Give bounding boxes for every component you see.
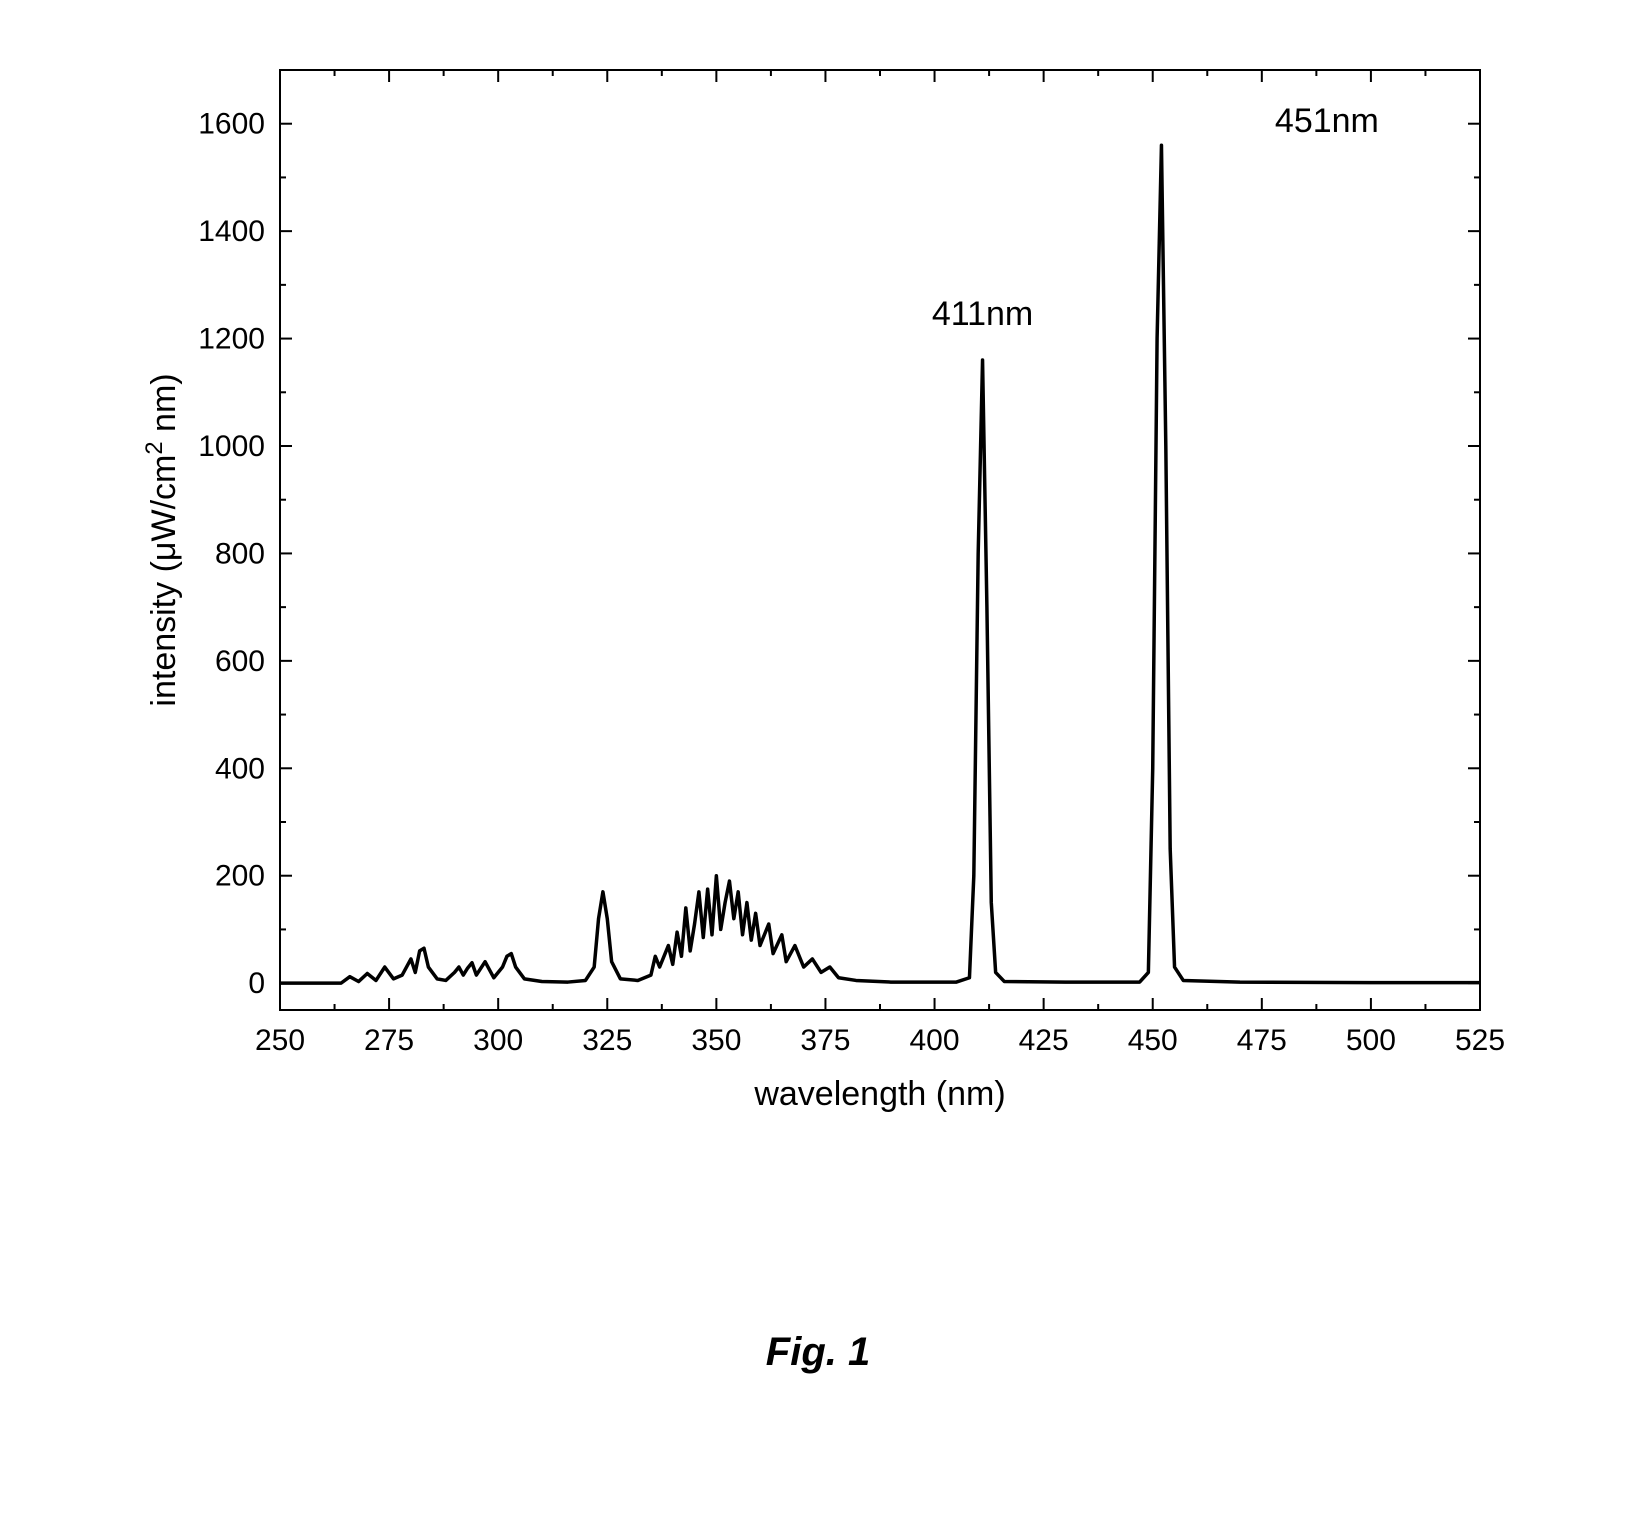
svg-text:500: 500 <box>1346 1024 1396 1057</box>
figure-caption: Fig. 1 <box>0 1330 1636 1375</box>
svg-text:wavelength (nm): wavelength (nm) <box>753 1075 1005 1113</box>
svg-text:525: 525 <box>1455 1024 1505 1057</box>
svg-text:411nm: 411nm <box>932 295 1033 333</box>
svg-text:1600: 1600 <box>198 108 265 141</box>
svg-text:451nm: 451nm <box>1275 102 1379 140</box>
svg-text:600: 600 <box>215 645 265 678</box>
svg-text:1200: 1200 <box>198 323 265 356</box>
svg-text:250: 250 <box>255 1024 305 1057</box>
svg-text:450: 450 <box>1128 1024 1178 1057</box>
svg-text:425: 425 <box>1019 1024 1069 1057</box>
svg-text:intensity (μW/cm2 nm): intensity (μW/cm2 nm) <box>141 373 184 706</box>
svg-text:400: 400 <box>215 752 265 785</box>
svg-text:200: 200 <box>215 860 265 893</box>
svg-text:0: 0 <box>248 967 265 1000</box>
svg-text:400: 400 <box>910 1024 960 1057</box>
svg-text:300: 300 <box>473 1024 523 1057</box>
svg-text:1400: 1400 <box>198 215 265 248</box>
svg-text:325: 325 <box>582 1024 632 1057</box>
svg-text:275: 275 <box>364 1024 414 1057</box>
svg-text:475: 475 <box>1237 1024 1287 1057</box>
spectrum-chart: 250 275 300 325 350 375 400 425 450 475 500 525 0 200… <box>130 40 1510 1140</box>
svg-text:375: 375 <box>800 1024 850 1057</box>
svg-text:350: 350 <box>691 1024 741 1057</box>
svg-text:800: 800 <box>215 537 265 570</box>
page: 250 275 300 325 350 375 400 425 450 475 500 525 0 200… <box>0 0 1636 1521</box>
svg-text:1000: 1000 <box>198 430 265 463</box>
chart-svg: 250 275 300 325 350 375 400 425 450 475 500 525 0 200… <box>130 40 1510 1140</box>
